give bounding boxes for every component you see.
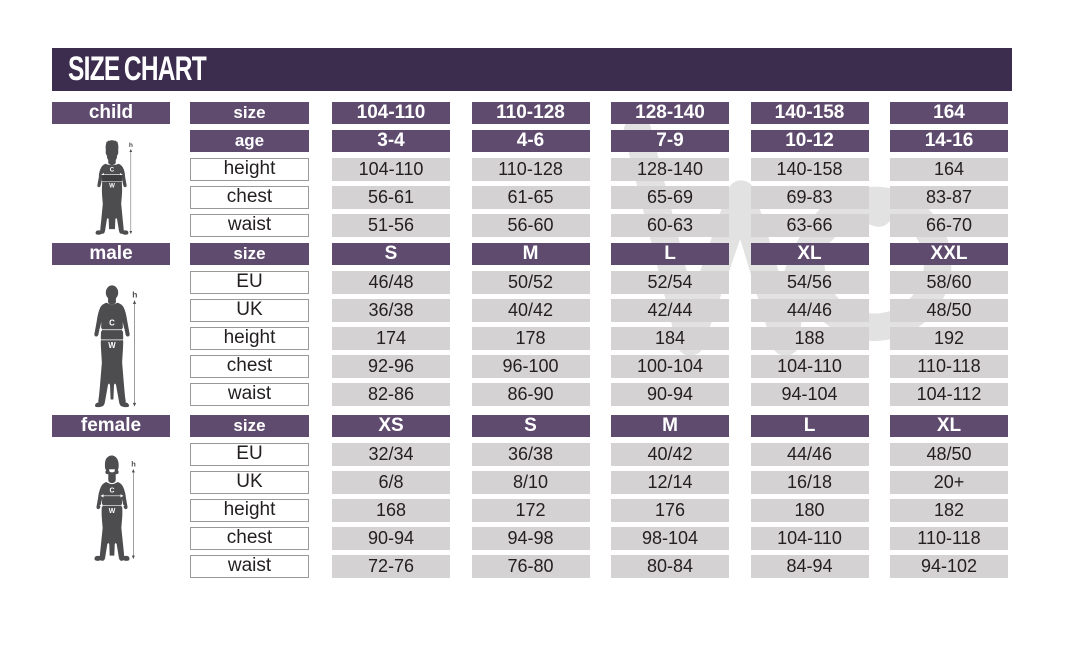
svg-text:h: h — [129, 142, 133, 149]
svg-text:C: C — [109, 318, 115, 327]
svg-text:C: C — [110, 488, 115, 495]
svg-text:W: W — [109, 183, 115, 190]
svg-text:h: h — [132, 290, 137, 300]
svg-text:W: W — [109, 508, 116, 515]
svg-text:C: C — [110, 167, 115, 174]
svg-text:h: h — [131, 460, 136, 469]
svg-text:W: W — [108, 341, 116, 350]
